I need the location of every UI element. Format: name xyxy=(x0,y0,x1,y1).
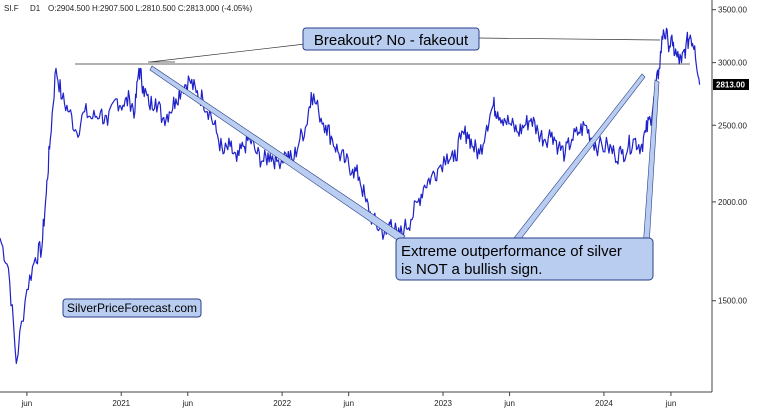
y-tick-label: 3500.00 xyxy=(718,6,747,15)
ohlc-readout: O:2904.500 H:2907.500 L:2810.500 C:2813.… xyxy=(48,4,252,13)
breakout-callout-text: Breakout? No - fakeout xyxy=(314,32,469,49)
annotation-lines xyxy=(75,37,690,65)
y-tick-label: 2000.00 xyxy=(718,198,747,207)
x-tick-label: jun xyxy=(21,399,33,408)
x-tick-group: jun 2021 jun 2022 jun 2023 jun 2024 jun xyxy=(21,392,677,408)
extreme-callout-line2: is NOT a bullish sign. xyxy=(401,261,542,278)
y-tick-label: 2500.00 xyxy=(718,121,747,130)
x-tick-label: jun xyxy=(181,399,193,408)
extreme-callout-box xyxy=(395,237,654,281)
x-tick-label: jun xyxy=(503,399,515,408)
y-tick-label: 3000.00 xyxy=(718,59,747,68)
breakout-callout-box xyxy=(302,27,480,51)
callout-pointer-left xyxy=(149,65,406,243)
timeframe-label: D1 xyxy=(30,4,41,13)
watermark-text: SilverPriceForecast.com xyxy=(67,301,197,315)
watermark-box xyxy=(62,298,202,318)
x-tick-label: jun xyxy=(342,399,354,408)
x-tick-label: jun xyxy=(665,399,677,408)
price-tag-box xyxy=(713,79,749,90)
x-tick-label: 2024 xyxy=(595,399,613,408)
price-tag-text: 2813.00 xyxy=(716,81,745,90)
breakout-pointer-left xyxy=(149,43,306,63)
x-tick-label: 2021 xyxy=(112,399,130,408)
silver-price-line xyxy=(0,27,701,364)
breakout-pointer-right xyxy=(477,37,661,41)
y-tick-group: 3500.00 3000.00 2500.00 2000.00 1500.00 xyxy=(712,6,747,306)
x-tick-label: 2022 xyxy=(273,399,291,408)
y-tick-label: 1500.00 xyxy=(718,297,747,306)
x-tick-label: 2023 xyxy=(434,399,452,408)
symbol-label: SI.F xyxy=(4,4,19,13)
extreme-callout-line1: Extreme outperformance of silver xyxy=(401,243,622,260)
